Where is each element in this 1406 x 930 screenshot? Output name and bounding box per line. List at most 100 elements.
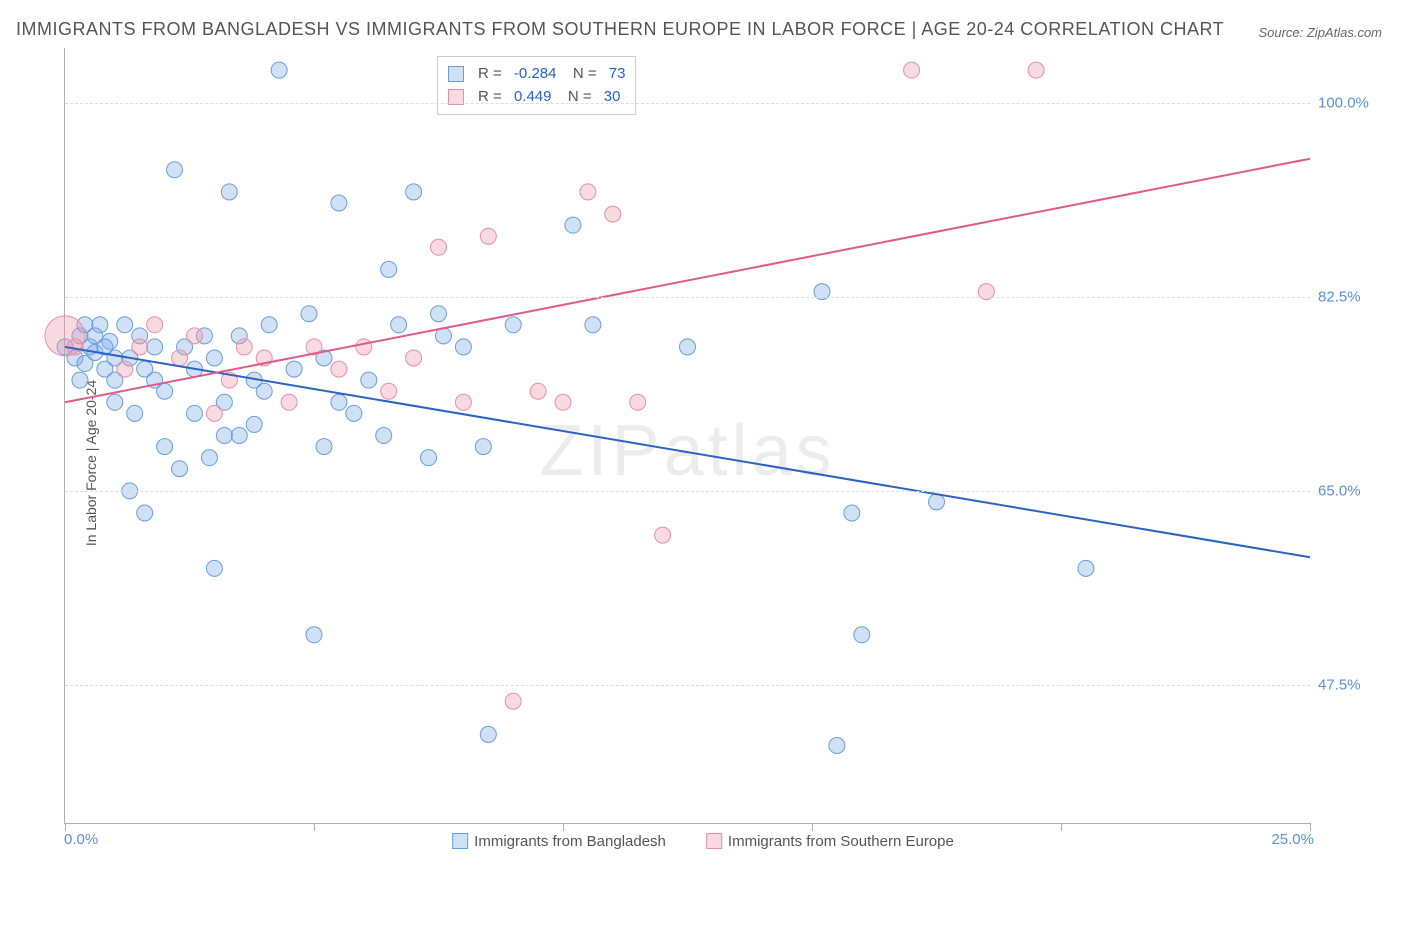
legend-n-value: 73 — [609, 63, 626, 86]
y-tick-label: 100.0% — [1318, 95, 1384, 112]
scatter-point — [431, 239, 447, 255]
scatter-point — [406, 350, 422, 366]
scatter-point — [281, 394, 297, 410]
gridline — [65, 297, 1310, 298]
scatter-point — [376, 428, 392, 444]
series-legend-item: Immigrants from Bangladesh — [452, 833, 666, 850]
scatter-point — [206, 405, 222, 421]
scatter-point — [565, 217, 581, 233]
plot-region: ZIPatlas R = -0.284 N = 73R = 0.449 N = … — [64, 48, 1310, 824]
scatter-point — [172, 461, 188, 477]
scatter-point — [246, 416, 262, 432]
x-tick — [812, 823, 813, 831]
scatter-svg — [65, 48, 1310, 823]
legend-swatch — [448, 66, 464, 82]
scatter-point — [331, 195, 347, 211]
scatter-point — [406, 184, 422, 200]
scatter-point — [455, 394, 471, 410]
x-tick — [1310, 823, 1311, 831]
scatter-point — [505, 693, 521, 709]
legend-swatch — [448, 89, 464, 105]
scatter-point — [127, 405, 143, 421]
scatter-point — [421, 450, 437, 466]
scatter-point — [221, 184, 237, 200]
scatter-point — [356, 339, 372, 355]
scatter-point — [206, 350, 222, 366]
scatter-point — [301, 306, 317, 322]
scatter-point — [854, 627, 870, 643]
x-tick — [65, 823, 66, 831]
scatter-point — [137, 505, 153, 521]
x-tick — [563, 823, 564, 831]
legend-row: R = -0.284 N = 73 — [448, 63, 625, 86]
series-legend-item: Immigrants from Southern Europe — [706, 833, 954, 850]
gridline — [65, 491, 1310, 492]
scatter-point — [147, 339, 163, 355]
scatter-point — [475, 439, 491, 455]
scatter-point — [316, 439, 332, 455]
scatter-point — [381, 261, 397, 277]
scatter-point — [605, 206, 621, 222]
scatter-point — [346, 405, 362, 421]
scatter-point — [585, 317, 601, 333]
scatter-point — [431, 306, 447, 322]
x-tick — [314, 823, 315, 831]
scatter-point — [555, 394, 571, 410]
series-legend-label: Immigrants from Bangladesh — [474, 833, 666, 850]
chart-area: In Labor Force | Age 20-24 ZIPatlas R = … — [16, 48, 1390, 878]
scatter-point — [206, 560, 222, 576]
legend-r-label: R = — [478, 63, 506, 86]
scatter-point — [480, 726, 496, 742]
legend-n-value: 30 — [604, 86, 621, 109]
legend-r-value: 0.449 — [514, 86, 552, 109]
x-tick — [1061, 823, 1062, 831]
scatter-point — [231, 428, 247, 444]
x-axis-min-label: 0.0% — [64, 831, 98, 848]
trend-line — [65, 159, 1310, 403]
scatter-point — [580, 184, 596, 200]
y-tick-label: 82.5% — [1318, 289, 1384, 306]
legend-swatch — [452, 833, 468, 849]
scatter-point — [829, 738, 845, 754]
scatter-point — [132, 339, 148, 355]
legend-r-value: -0.284 — [514, 63, 557, 86]
y-tick-label: 65.0% — [1318, 482, 1384, 499]
x-axis-max-label: 25.0% — [1271, 831, 1314, 848]
scatter-point — [172, 350, 188, 366]
scatter-point — [331, 394, 347, 410]
scatter-point — [929, 494, 945, 510]
trend-line — [65, 347, 1310, 557]
series-legend-label: Immigrants from Southern Europe — [728, 833, 954, 850]
scatter-point — [630, 394, 646, 410]
scatter-point — [286, 361, 302, 377]
scatter-point — [530, 383, 546, 399]
legend-n-label: N = — [564, 63, 600, 86]
legend-n-label: N = — [559, 86, 595, 109]
series-legend: Immigrants from Bangladesh Immigrants fro… — [452, 833, 954, 850]
scatter-point — [186, 405, 202, 421]
scatter-point — [391, 317, 407, 333]
scatter-point — [361, 372, 377, 388]
scatter-point — [655, 527, 671, 543]
scatter-point — [680, 339, 696, 355]
scatter-point — [216, 428, 232, 444]
chart-title: IMMIGRANTS FROM BANGLADESH VS IMMIGRANTS… — [16, 16, 1390, 43]
scatter-point — [1078, 560, 1094, 576]
scatter-point — [201, 450, 217, 466]
scatter-point — [331, 361, 347, 377]
scatter-point — [1028, 62, 1044, 78]
scatter-point — [381, 383, 397, 399]
scatter-point — [271, 62, 287, 78]
scatter-point — [904, 62, 920, 78]
scatter-point — [261, 317, 277, 333]
scatter-point — [844, 505, 860, 521]
scatter-point — [236, 339, 252, 355]
scatter-point — [480, 228, 496, 244]
scatter-point — [505, 317, 521, 333]
scatter-point — [117, 317, 133, 333]
scatter-point — [157, 383, 173, 399]
scatter-point — [455, 339, 471, 355]
gridline — [65, 685, 1310, 686]
scatter-point — [157, 439, 173, 455]
legend-r-label: R = — [478, 86, 506, 109]
